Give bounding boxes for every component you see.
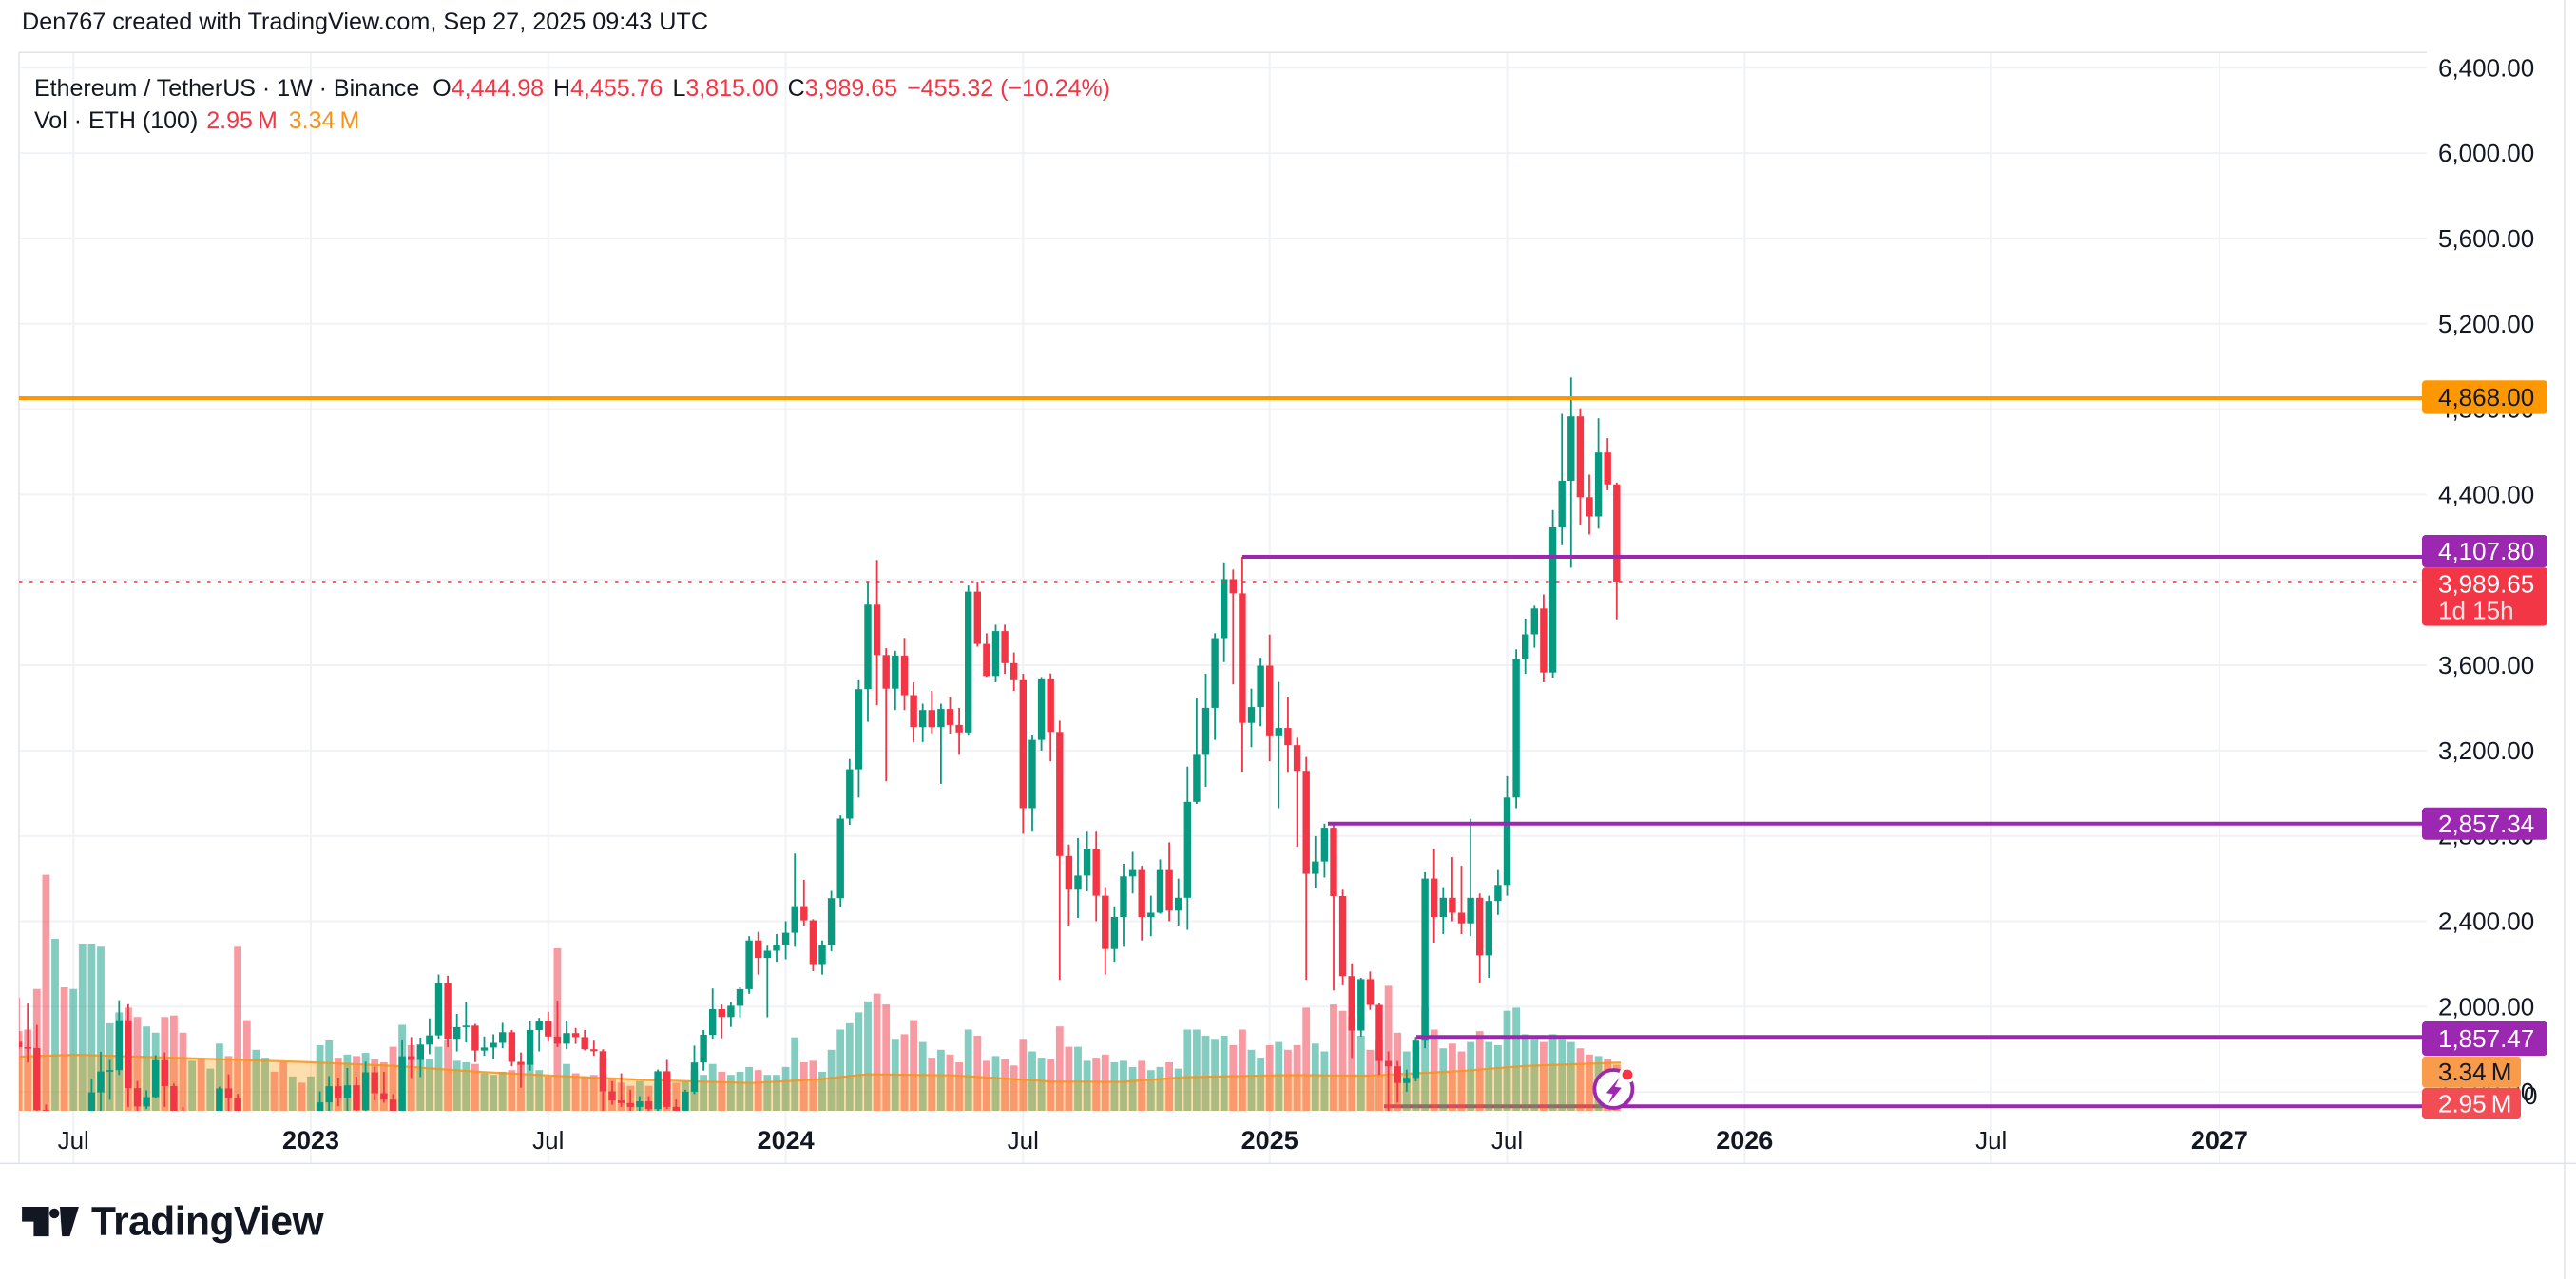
svg-text:2,400.00: 2,400.00 (2438, 907, 2534, 936)
svg-text:2024: 2024 (758, 1126, 815, 1155)
svg-text:Jul: Jul (532, 1126, 564, 1155)
svg-text:Den767 created with TradingVie: Den767 created with TradingView.com, Sep… (22, 9, 708, 35)
svg-text:3,989.65: 3,989.65 (2438, 569, 2534, 598)
svg-text:4,868.00: 4,868.00 (2438, 383, 2534, 411)
svg-text:0: 0 (2524, 1081, 2537, 1110)
svg-text:5,200.00: 5,200.00 (2438, 310, 2534, 338)
svg-text:Jul: Jul (1491, 1126, 1523, 1155)
svg-text:2,857.34: 2,857.34 (2438, 810, 2534, 838)
svg-text:3.34 M: 3.34 M (2438, 1058, 2511, 1086)
svg-text:2023: 2023 (282, 1126, 339, 1155)
svg-text:4,107.80: 4,107.80 (2438, 537, 2534, 565)
svg-text:4,400.00: 4,400.00 (2438, 480, 2534, 508)
svg-text:6,000.00: 6,000.00 (2438, 139, 2534, 167)
svg-text:3,200.00: 3,200.00 (2438, 736, 2534, 765)
svg-text:5,600.00: 5,600.00 (2438, 224, 2534, 253)
svg-text:Jul: Jul (1008, 1126, 1039, 1155)
svg-text:2027: 2027 (2191, 1126, 2248, 1155)
svg-text:1,857.47: 1,857.47 (2438, 1024, 2534, 1053)
svg-text:2026: 2026 (1716, 1126, 1773, 1155)
svg-text:1d 15h: 1d 15h (2438, 596, 2514, 624)
svg-text:2.95 M: 2.95 M (2438, 1090, 2511, 1118)
svg-text:2025: 2025 (1241, 1126, 1298, 1155)
svg-text:3,600.00: 3,600.00 (2438, 651, 2534, 679)
svg-text:Ethereum / TetherUS · 1W · Bin: Ethereum / TetherUS · 1W · Binance O4,444… (34, 75, 1110, 102)
svg-text:2,000.00: 2,000.00 (2438, 992, 2534, 1021)
svg-text:6,400.00: 6,400.00 (2438, 53, 2534, 82)
svg-text:Vol · ETH (100)2.95 M3.34 M: Vol · ETH (100) 2.95 M 3.34 M (34, 107, 359, 134)
svg-text:TradingView: TradingView (91, 1200, 325, 1245)
svg-text:Jul: Jul (1975, 1126, 2007, 1155)
svg-text:Jul: Jul (58, 1126, 89, 1155)
